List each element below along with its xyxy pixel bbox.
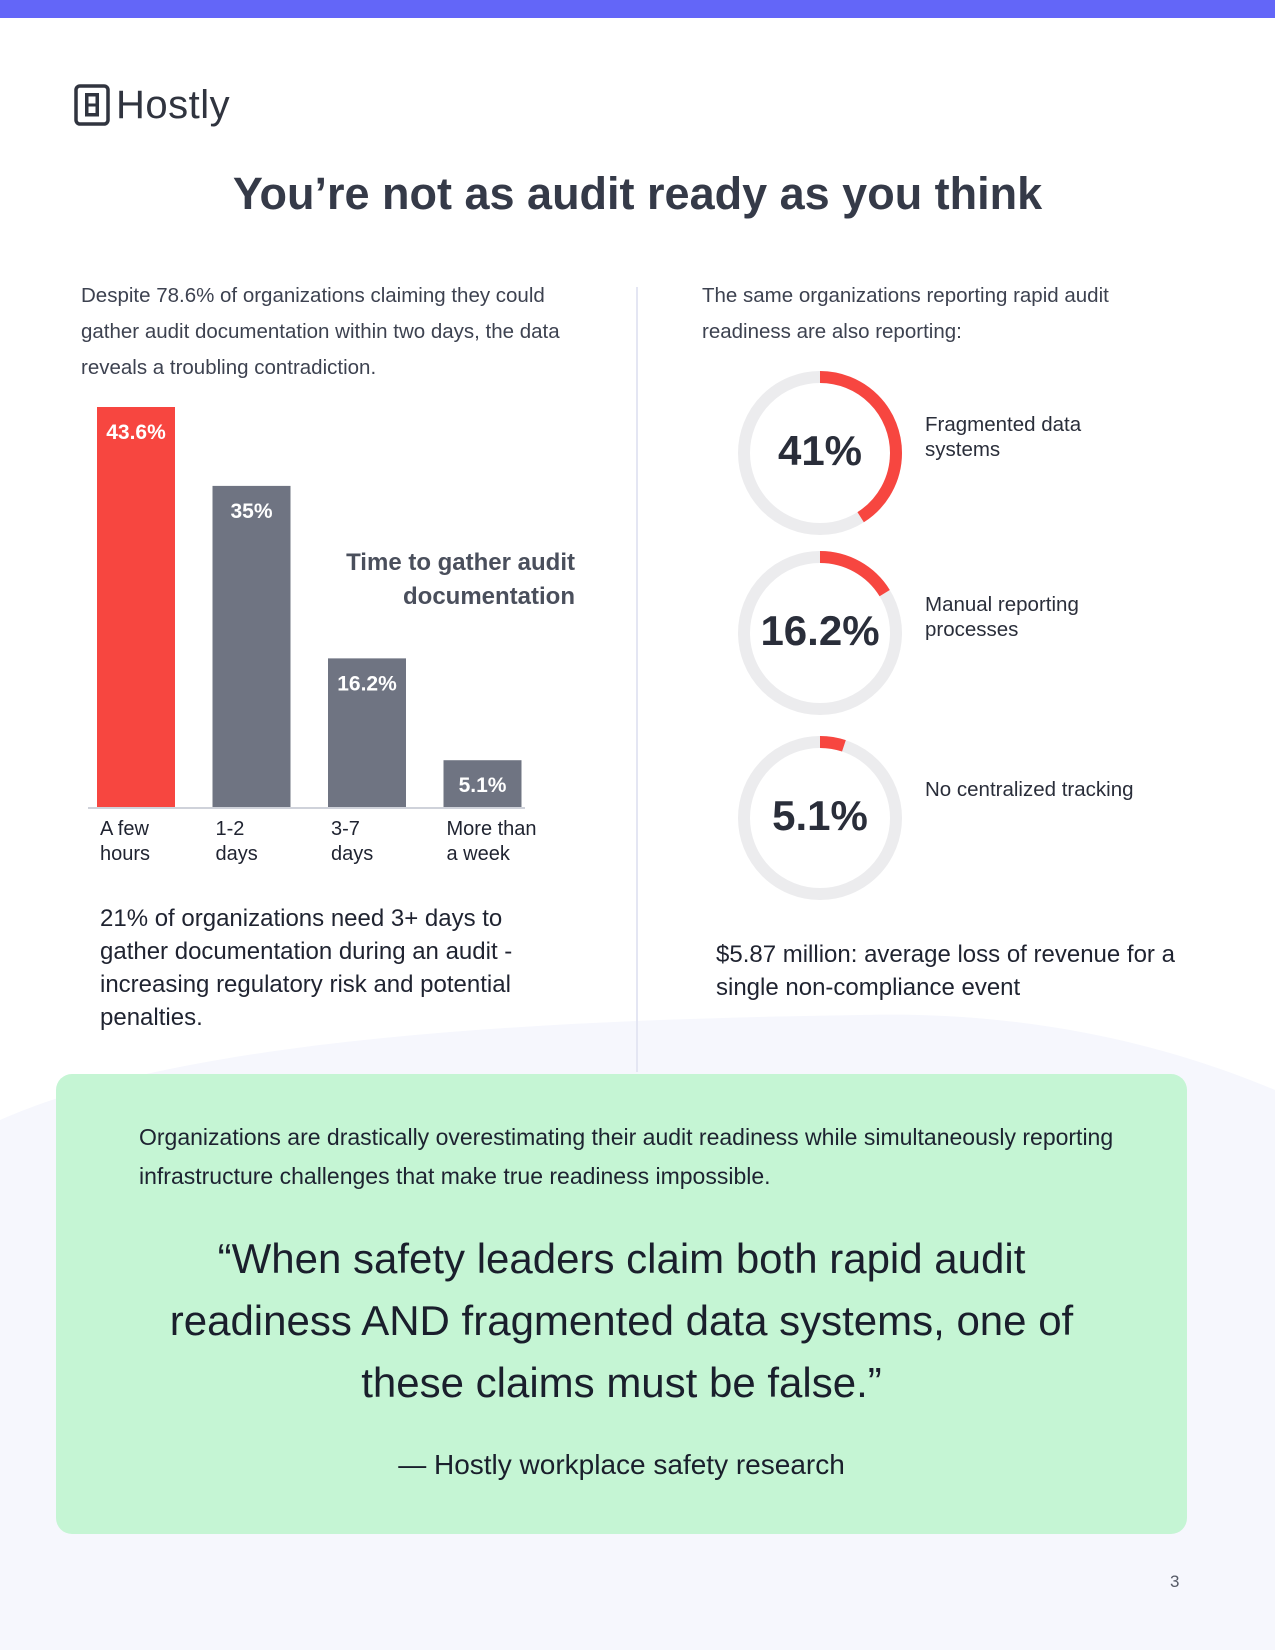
donut-ring: [738, 371, 902, 535]
brand-name: Hostly: [116, 83, 231, 127]
right-intro-text: The same organizations reporting rapid a…: [702, 284, 1109, 343]
donut-label: Fragmented data systems: [925, 413, 1082, 461]
callout-citation: — Hostly workplace safety research: [398, 1449, 845, 1480]
hostly-logo-icon: [74, 84, 110, 126]
category-label: 1-2 days: [216, 818, 258, 865]
donut-label: Manual reporting processes: [925, 593, 1079, 641]
column-divider: [636, 287, 638, 1072]
page-title: You’re not as audit ready as you think: [232, 168, 1043, 219]
callout-box: Organizations are drastically overestima…: [56, 1074, 1187, 1534]
left-stat-text: 21% of organizations need 3+ days to gat…: [100, 905, 513, 1031]
donut-value: 16.2%: [760, 606, 880, 654]
bar: [443, 760, 522, 807]
page-number: 3: [1170, 1572, 1180, 1591]
donut-ring: [738, 736, 902, 900]
callout-lead-text: Organizations are drastically overestima…: [139, 1124, 1114, 1189]
donut-arc: [738, 551, 902, 715]
chart-title: Time to gather audit documentation: [346, 549, 575, 610]
callout-quote: “When safety leaders claim both rapid au…: [169, 1235, 1074, 1406]
donut-label: No centralized tracking: [925, 778, 1134, 801]
donut-value: 5.1%: [772, 791, 868, 839]
right-stat-text: $5.87 million: average loss of revenue f…: [716, 941, 1175, 1001]
category-label: 3-7 days: [331, 818, 373, 865]
bar: [212, 485, 291, 807]
donut-ring: [738, 551, 902, 715]
bar-value-label: 35%: [230, 500, 272, 523]
audit-time-bar-chart: 43.6% A few hours 35% 1-2 days 16.2% 3-7 days 5.1…: [88, 407, 537, 865]
bar-value-label: 43.6%: [106, 421, 166, 444]
bar-value-label: 16.2%: [337, 672, 397, 695]
donut-arc: [738, 736, 902, 900]
left-intro-text: Despite 78.6% of organizations claiming …: [81, 284, 560, 379]
donut-arc: [738, 371, 902, 535]
top-accent-bar: [0, 0, 1275, 18]
bar: [97, 407, 175, 807]
category-label: More than a week: [447, 818, 537, 865]
category-label: A few hours: [100, 818, 150, 865]
bar-value-label: 5.1%: [459, 774, 507, 797]
bar: [328, 658, 406, 807]
brand-logo: Hostly: [74, 84, 230, 126]
donut-value: 41%: [777, 426, 863, 474]
